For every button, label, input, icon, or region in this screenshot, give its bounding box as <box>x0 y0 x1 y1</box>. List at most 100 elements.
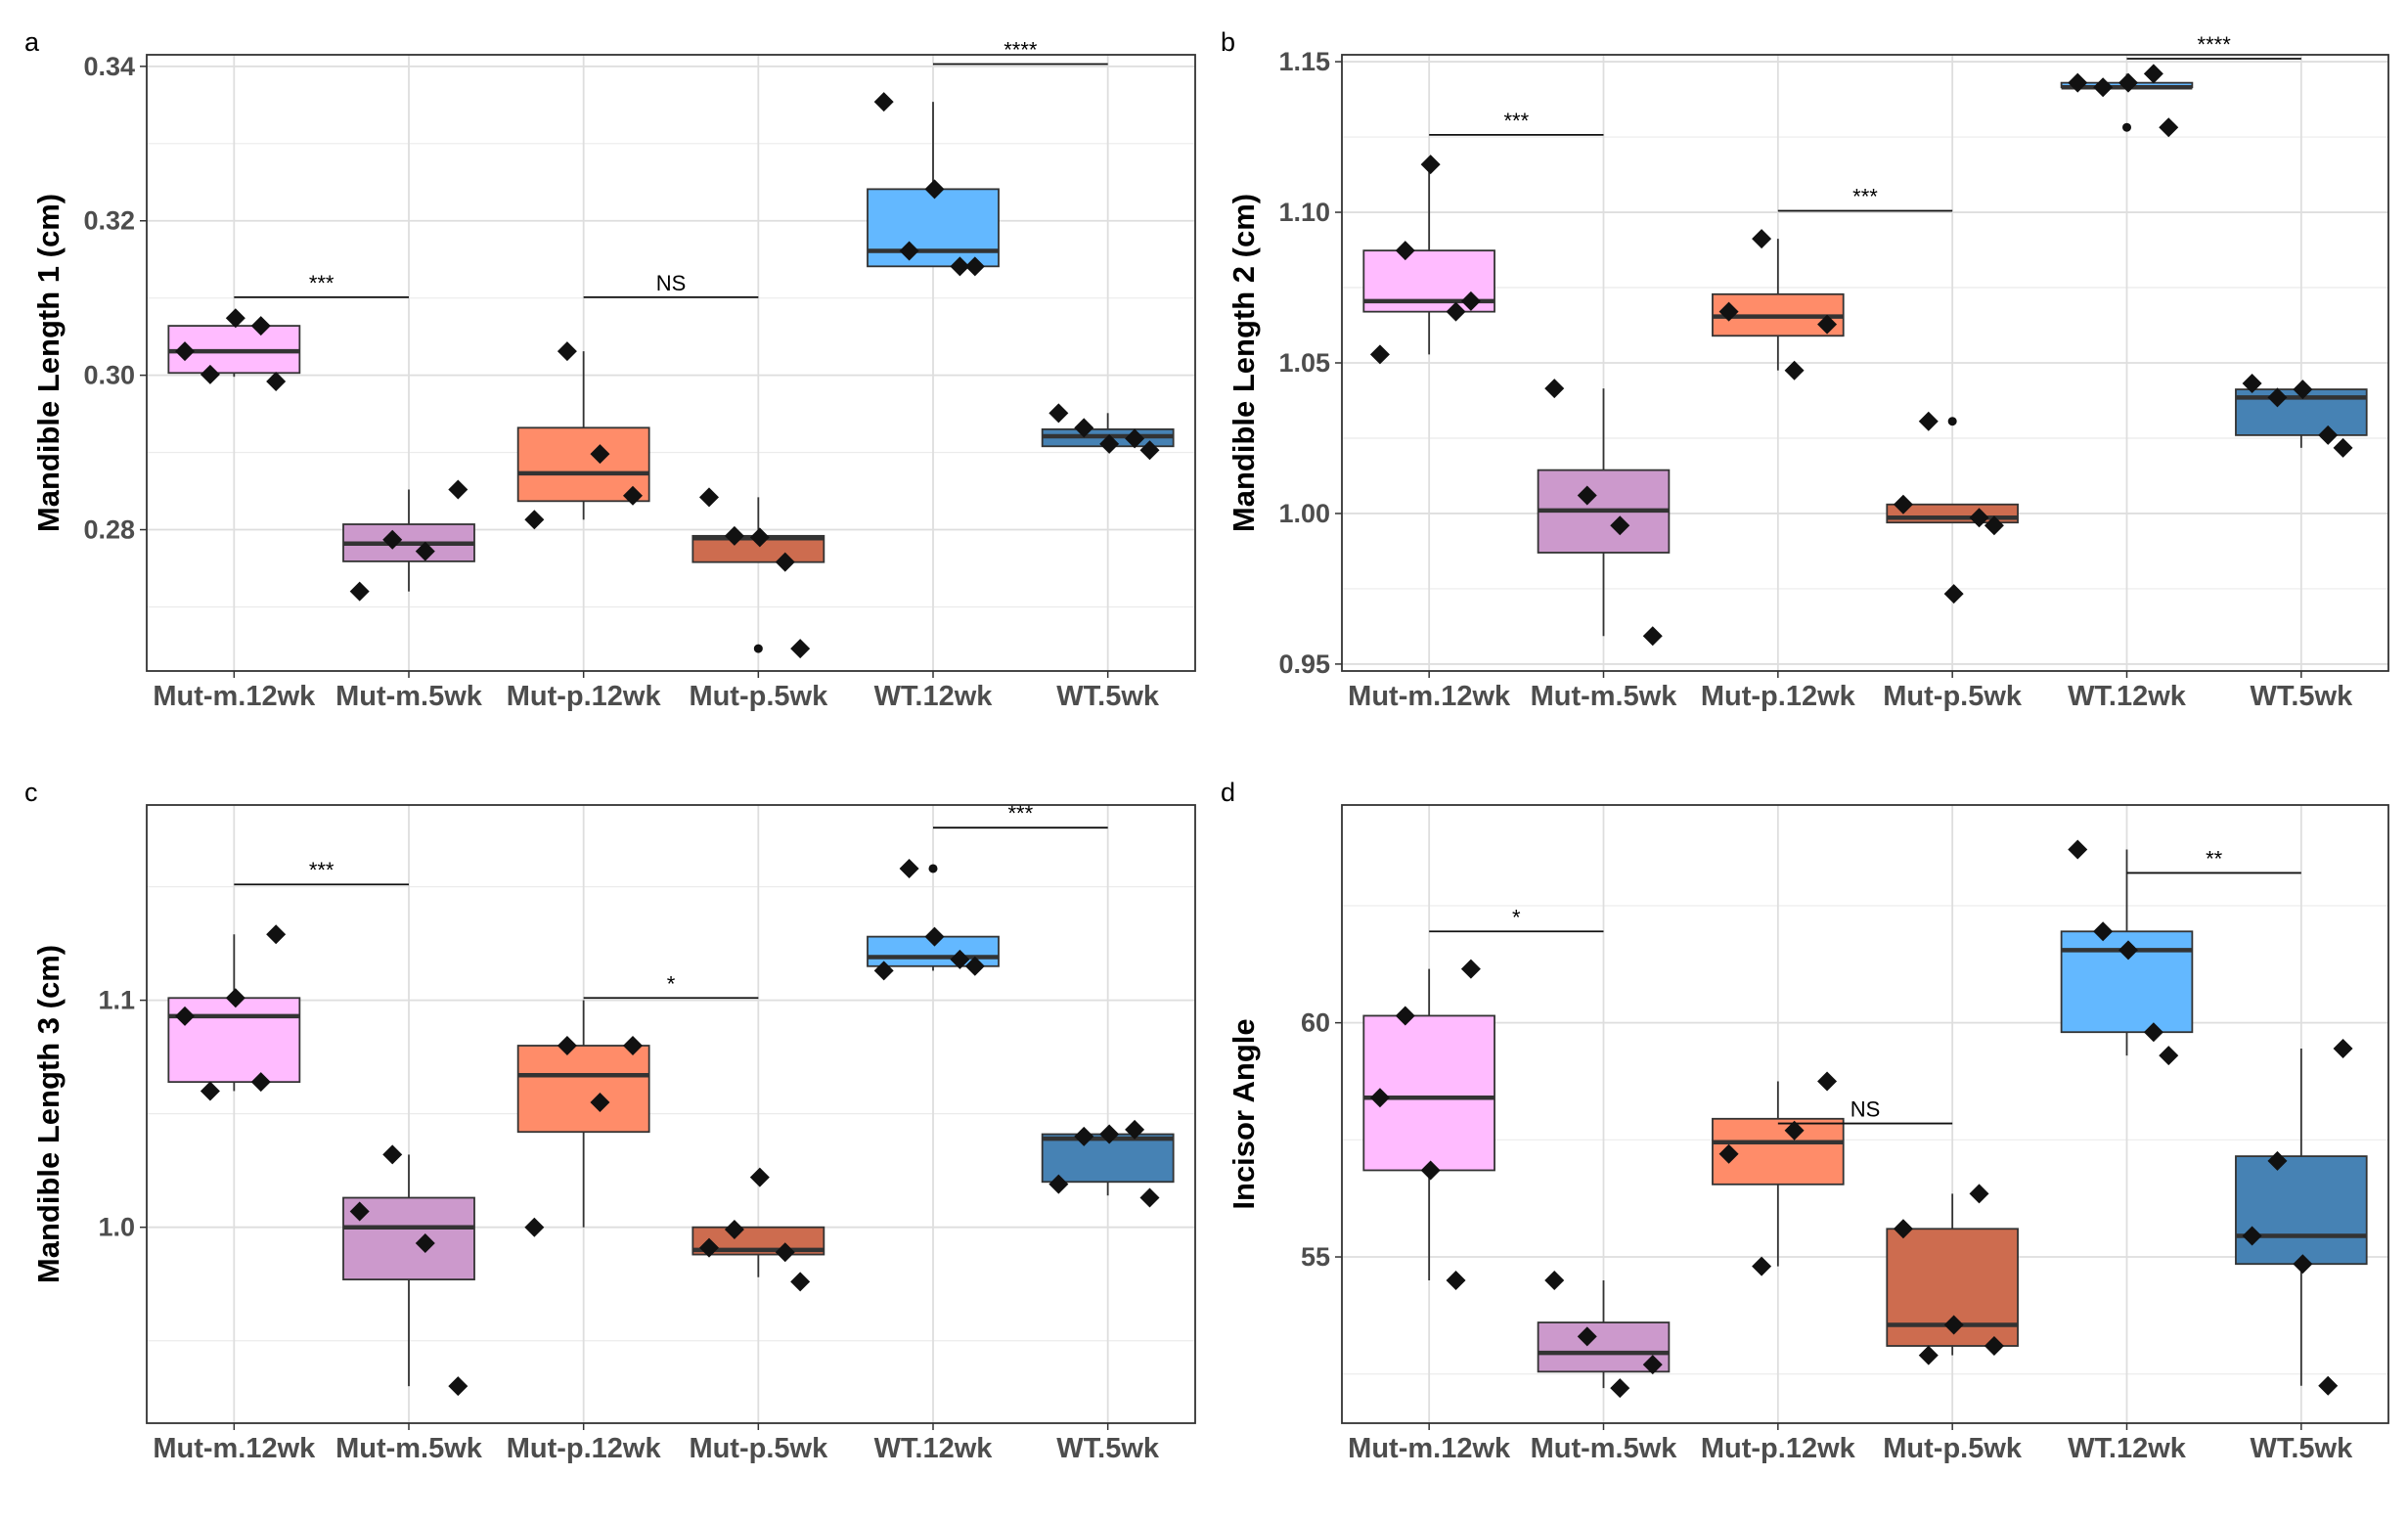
data-point <box>924 926 945 947</box>
data-point <box>873 961 894 981</box>
x-tick-label: WT.5wk <box>2250 681 2353 712</box>
significance-label: * <box>1512 905 1521 929</box>
data-point <box>1969 1184 1989 1204</box>
data-point <box>2333 437 2353 458</box>
box-Mut-m.5wk <box>342 489 475 592</box>
data-point <box>1893 494 1913 514</box>
data-point <box>1544 379 1565 399</box>
data-point <box>382 1144 403 1165</box>
y-axis-label: Mandible Length 2 (cm) <box>1226 194 1261 532</box>
y-tick-label: 1.1 <box>98 986 135 1015</box>
x-tick-label: WT.5wk <box>1056 1433 1160 1464</box>
data-point <box>2143 1022 2163 1043</box>
data-point <box>2143 64 2163 84</box>
data-point <box>964 956 985 976</box>
x-tick-label: Mut-p.5wk <box>689 681 828 712</box>
data-point <box>448 1376 468 1397</box>
data-point <box>1460 959 1481 979</box>
box-Mut-p.5wk <box>691 1173 825 1277</box>
data-point <box>1074 418 1094 438</box>
panel-b: b0.951.001.051.101.15**********Mut-m.12w… <box>1221 27 2389 712</box>
data-point <box>790 1272 811 1292</box>
data-point <box>2293 380 2313 400</box>
panel-letter: a <box>24 27 40 57</box>
data-point <box>2267 387 2288 408</box>
data-point <box>175 341 196 362</box>
significance-label: *** <box>309 271 334 295</box>
data-point <box>1048 403 1069 424</box>
data-point <box>225 988 245 1008</box>
box-Mut-m.5wk <box>342 1154 475 1387</box>
box-WT.5wk <box>2235 1048 2368 1386</box>
data-point <box>266 371 287 391</box>
x-tick-label: Mut-p.12wk <box>507 681 662 712</box>
data-point <box>590 1093 610 1113</box>
x-tick-label: Mut-m.12wk <box>1348 681 1511 712</box>
data-point <box>1984 515 2004 536</box>
x-tick-label: WT.12wk <box>2068 681 2187 712</box>
data-point <box>1125 428 1145 449</box>
x-tick-label: Mut-p.12wk <box>1701 1433 1856 1464</box>
data-point <box>749 1167 770 1187</box>
data-point <box>2293 1254 2313 1275</box>
data-point <box>924 179 945 200</box>
data-point <box>1610 1378 1630 1399</box>
data-point <box>2242 373 2262 393</box>
y-tick-label: 0.30 <box>83 361 135 390</box>
y-tick-label: 0.28 <box>83 515 135 545</box>
data-point <box>415 1232 435 1253</box>
data-point <box>1969 508 1989 528</box>
data-point <box>1752 1256 1772 1276</box>
x-tick-label: Mut-m.12wk <box>153 1433 316 1464</box>
box-rect <box>2235 1155 2368 1266</box>
data-point <box>557 1036 577 1056</box>
data-point <box>2318 1375 2339 1396</box>
box-Mut-m.5wk <box>1537 1279 1671 1389</box>
x-tick-label: Mut-p.5wk <box>1883 681 2023 712</box>
data-point <box>200 1081 220 1101</box>
data-point <box>1446 301 1466 322</box>
x-tick-label: WT.12wk <box>874 1433 994 1464</box>
panel-d: d 55 60 * NS ** Mut-m.12wk Mut-m.5wk Mut-p.12wk M… <box>1221 778 2389 1464</box>
data-point <box>873 92 894 112</box>
data-point <box>524 1217 545 1237</box>
panel-border <box>1341 54 2389 672</box>
data-point <box>1784 360 1805 380</box>
data-point <box>1420 1160 1441 1181</box>
data-point <box>524 510 545 530</box>
data-point <box>1642 626 1663 647</box>
data-point <box>2118 72 2138 93</box>
outlier-point <box>928 864 938 873</box>
data-point <box>749 527 770 548</box>
y-tick-label: 1.0 <box>98 1213 135 1242</box>
data-point <box>622 1036 643 1056</box>
x-tick-label: WT.5wk <box>1056 681 1160 712</box>
data-point <box>899 858 919 878</box>
significance-label: ** <box>2206 846 2223 871</box>
y-tick-label: 1.00 <box>1278 499 1330 528</box>
data-point <box>2118 940 2138 961</box>
data-point <box>2318 425 2339 445</box>
data-point <box>1369 1088 1390 1108</box>
x-tick-label: Mut-m.5wk <box>335 681 483 712</box>
data-point <box>1139 1187 1160 1208</box>
data-point <box>266 924 287 945</box>
data-point <box>724 1220 744 1240</box>
x-tick-label: Mut-p.5wk <box>1883 1433 2023 1464</box>
data-point <box>1943 584 1964 604</box>
data-point <box>1125 1119 1145 1140</box>
data-point <box>1943 1315 1964 1335</box>
y-tick-label: 1.10 <box>1278 198 1330 227</box>
significance-label: *** <box>1852 185 1878 209</box>
significance-label: **** <box>2198 32 2232 57</box>
data-point <box>1048 1174 1069 1194</box>
data-point <box>1610 515 1630 536</box>
data-point <box>349 1201 370 1222</box>
x-tick-label: Mut-p.12wk <box>1701 681 1856 712</box>
data-point <box>1718 301 1739 322</box>
y-axis-label: Incisor Angle <box>1226 1018 1261 1209</box>
data-point <box>590 444 610 465</box>
x-tick-label: WT.12wk <box>2068 1433 2187 1464</box>
data-point <box>2333 1038 2353 1058</box>
data-point <box>1139 440 1160 461</box>
